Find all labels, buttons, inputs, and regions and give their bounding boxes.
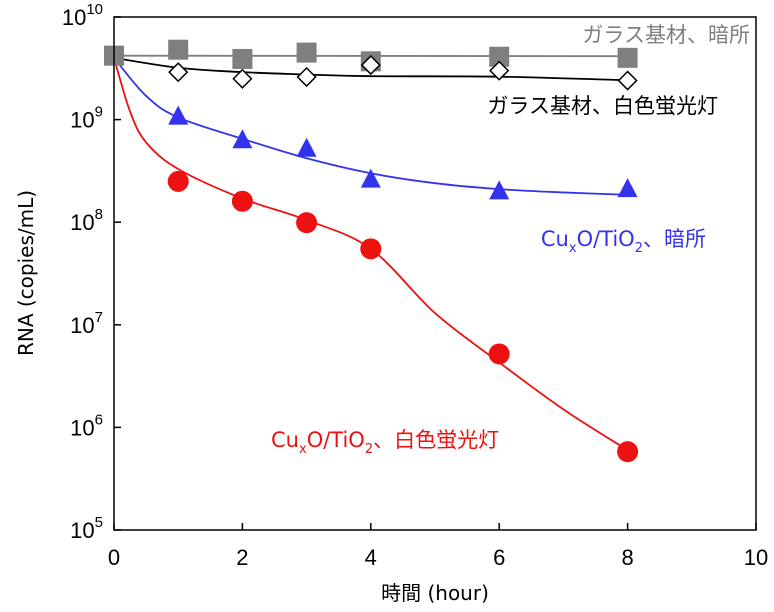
data-point-series-2 — [617, 178, 638, 198]
fit-curve-series-2 — [113, 57, 628, 196]
data-point-series-0 — [296, 42, 317, 63]
y-tick-label: 106 — [70, 411, 103, 440]
x-tick-label: 2 — [236, 545, 248, 570]
series-annotations: ガラス基材、暗所 ガラス基材、白色蛍光灯 CuxO/TiO2、暗所 CuxO/T… — [271, 23, 750, 457]
x-tick-label: 0 — [108, 545, 120, 570]
fit-curve-series-3 — [113, 57, 629, 451]
data-point-series-3 — [296, 212, 318, 234]
y-axis-title: RNA (copies/mL) — [14, 190, 38, 356]
data-point-series-2 — [168, 105, 189, 125]
x-tick-label: 10 — [744, 545, 768, 570]
annotation-glass-light: ガラス基材、白色蛍光灯 — [487, 94, 718, 118]
x-tick-labels: 0 2 4 6 8 10 — [108, 545, 768, 570]
data-markers-layer — [104, 39, 639, 463]
data-point-series-1 — [489, 60, 510, 81]
data-point-series-1 — [360, 55, 381, 76]
data-point-series-2 — [489, 180, 510, 200]
data-point-series-2 — [296, 137, 317, 157]
data-point-series-3 — [360, 238, 382, 260]
data-point-series-0 — [168, 39, 189, 60]
y-tick-label: 109 — [70, 104, 103, 133]
plot-frame — [113, 16, 757, 531]
annotation-cuxo-dark: CuxO/TiO2、暗所 — [541, 227, 706, 256]
data-point-series-2 — [360, 168, 381, 188]
y-tick-label: 1010 — [62, 1, 103, 30]
x-tick-label: 6 — [493, 545, 505, 570]
data-point-series-1 — [617, 70, 638, 91]
tick-marks-layer — [113, 16, 757, 531]
data-point-series-2 — [232, 129, 253, 149]
y-tick-labels: 105 106 107 108 109 1010 — [62, 1, 103, 543]
data-point-series-1 — [232, 68, 253, 89]
annotation-cuxo-light: CuxO/TiO2、白色蛍光灯 — [271, 428, 499, 457]
x-axis-title: 時間 (hour) — [381, 581, 489, 605]
y-tick-label: 105 — [70, 514, 103, 543]
data-point-series-3 — [617, 441, 639, 463]
data-point-series-3 — [488, 343, 510, 365]
data-point-series-0 — [232, 48, 253, 69]
data-point-series-3 — [167, 170, 189, 192]
data-point-series-0 — [489, 46, 510, 67]
x-tick-label: 8 — [621, 545, 633, 570]
data-point-series-0 — [617, 47, 638, 68]
data-point-series-1 — [168, 62, 189, 83]
y-tick-label: 108 — [70, 206, 103, 235]
annotation-glass-dark: ガラス基材、暗所 — [582, 23, 750, 47]
data-point-series-1 — [296, 66, 317, 88]
data-point-series-3 — [231, 190, 253, 212]
x-tick-label: 4 — [365, 545, 377, 570]
y-tick-label: 107 — [70, 309, 103, 338]
